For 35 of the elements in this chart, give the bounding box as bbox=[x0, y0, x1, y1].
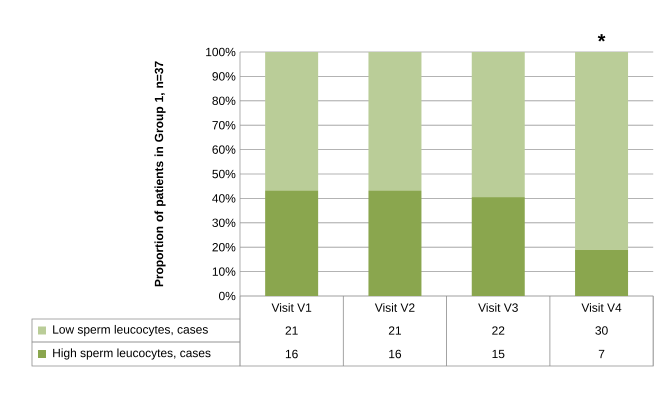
y-tick-label: 20% bbox=[212, 242, 236, 252]
text: * bbox=[598, 34, 606, 42]
text: 16 bbox=[286, 350, 298, 358]
bar bbox=[368, 52, 422, 191]
y-tick-label: 10% bbox=[212, 267, 236, 276]
y-tick-label: 70% bbox=[212, 120, 236, 130]
bar bbox=[368, 190, 422, 296]
text: 21 bbox=[388, 326, 402, 335]
text: 22 bbox=[492, 326, 504, 335]
bar bbox=[265, 190, 318, 296]
x-tick-label: Visit V1 bbox=[272, 303, 312, 312]
text: 30 bbox=[595, 326, 608, 335]
y-tick-label: 80% bbox=[212, 96, 236, 106]
bar bbox=[575, 250, 628, 296]
bar bbox=[265, 52, 318, 191]
legend-label: High sperm leucocytes, cases bbox=[53, 348, 211, 360]
y-tick-label: 0% bbox=[219, 292, 236, 300]
y-tick-label: 40% bbox=[212, 194, 236, 203]
y-axis-title: Proportion of patients in Group 1, n=37 bbox=[154, 61, 166, 286]
legend-label: Low sperm leucocytes, cases bbox=[53, 324, 208, 336]
bar bbox=[575, 52, 628, 250]
text: 15 bbox=[492, 350, 504, 358]
text: 21 bbox=[286, 326, 298, 335]
x-tick-label: Visit V4 bbox=[581, 303, 622, 312]
y-tick-label: 90% bbox=[212, 72, 236, 81]
x-tick-label: Visit V3 bbox=[478, 303, 518, 312]
y-tick-label: 30% bbox=[212, 218, 236, 228]
bar bbox=[472, 52, 525, 198]
y-tick-label: 50% bbox=[212, 170, 236, 178]
y-tick-label: 100% bbox=[206, 48, 236, 56]
y-tick-label: 60% bbox=[212, 145, 236, 154]
bar bbox=[472, 197, 525, 296]
text: 16 bbox=[389, 350, 402, 358]
x-tick-label: Visit V2 bbox=[374, 303, 414, 312]
text: 7 bbox=[598, 350, 604, 358]
